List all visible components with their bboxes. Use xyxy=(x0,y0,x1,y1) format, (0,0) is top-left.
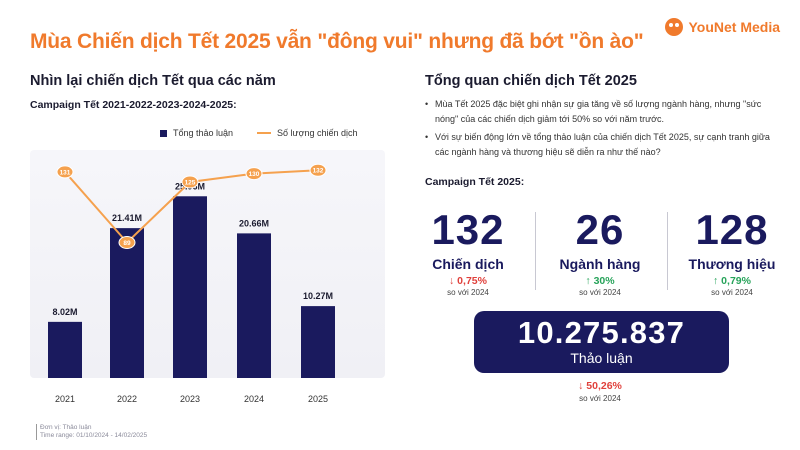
chart-legend: Tổng thảo luận Số lượng chiến dịch xyxy=(160,128,382,138)
legend-swatch-line xyxy=(257,132,272,134)
bar-data-label: 20.66M xyxy=(239,218,269,228)
metric-industries: 26 Ngành hàng ↑ 30% so với 2024 xyxy=(545,206,655,298)
legend-item-discussions: Tổng thảo luận xyxy=(160,128,233,138)
legend-label-discussions: Tổng thảo luận xyxy=(173,128,234,138)
x-tick-label: 2025 xyxy=(308,394,328,404)
bar xyxy=(110,228,144,378)
chart-footnote: Đơn vị: Thảo luận Time range: 01/10/2024… xyxy=(36,424,147,440)
younet-logo-icon xyxy=(665,18,684,36)
metric-brands: 128 Thương hiệu ↑ 0,79% so với 2024 xyxy=(677,206,787,298)
metric-compare: so với 2024 xyxy=(579,288,621,297)
total-discussions-change: ↓ 50,26% xyxy=(578,380,622,392)
line-data-label: 130 xyxy=(249,171,260,178)
metric-divider xyxy=(667,212,668,290)
legend-item-campaigns: Số lượng chiến dịch xyxy=(257,128,358,138)
metric-compare: so với 2024 xyxy=(711,288,753,297)
total-discussions-compare: so với 2024 xyxy=(579,394,621,403)
metric-divider xyxy=(535,212,536,290)
legend-label-campaigns: Số lượng chiến dịch xyxy=(277,128,358,138)
metric-value: 128 xyxy=(695,206,769,253)
x-tick-label: 2023 xyxy=(180,394,200,404)
x-tick-label: 2022 xyxy=(117,394,137,404)
metric-change: ↑ 30% xyxy=(585,275,615,287)
line-point xyxy=(118,235,136,249)
brand-logo: YouNet Media xyxy=(665,14,780,40)
legend-swatch-bar xyxy=(160,129,167,137)
metric-label: Chiến dịch xyxy=(432,256,504,272)
metric-value: 132 xyxy=(431,206,505,253)
metric-change: ↑ 0,79% xyxy=(713,275,751,287)
line-point xyxy=(245,167,263,181)
left-section-subheading: Campaign Tết 2021-2022-2023-2024-2025: xyxy=(30,99,237,111)
page-title: Mùa Chiến dịch Tết 2025 vẫn "đông vui" n… xyxy=(30,30,644,53)
footnote-unit: Đơn vị: Thảo luận xyxy=(40,424,92,431)
metric-compare: so với 2024 xyxy=(447,288,489,297)
metric-label: Thương hiệu xyxy=(688,256,776,272)
metric-campaigns: 132 Chiến dịch ↓ 0,75% so với 2024 xyxy=(413,206,523,298)
bar xyxy=(48,321,82,378)
line-data-label: 125 xyxy=(185,180,196,187)
metric-value: 26 xyxy=(575,206,625,253)
x-tick-label: 2021 xyxy=(55,394,75,404)
line-point xyxy=(181,175,199,189)
bar-data-label: 8.02M xyxy=(52,307,77,317)
left-section-heading: Nhìn lại chiến dịch Tết qua các năm xyxy=(30,73,276,89)
bullet-item: Với sự biến động lớn về tổng thảo luận c… xyxy=(425,130,785,160)
total-discussions-card: 10.275.837 Thảo luận xyxy=(474,311,729,373)
bar-data-label: 10.27M xyxy=(303,291,333,301)
x-tick-label: 2024 xyxy=(244,394,264,404)
metric-change: ↓ 0,75% xyxy=(449,275,487,287)
total-discussions-label: Thảo luận xyxy=(570,350,633,366)
line-point xyxy=(56,165,74,179)
bar xyxy=(301,306,335,378)
right-section-heading: Tổng quan chiến dịch Tết 2025 xyxy=(425,73,637,89)
line-data-label: 131 xyxy=(60,169,71,176)
brand-logo-text: YouNet Media xyxy=(688,19,780,35)
bar-data-label: 21.41M xyxy=(112,213,142,223)
bar xyxy=(237,233,271,378)
metric-label: Ngành hàng xyxy=(559,256,641,272)
footnote-time-range: Time range: 01/10/2024 - 14/02/2025 xyxy=(40,432,148,439)
line-data-label: 89 xyxy=(123,240,131,247)
overview-bullets: Mùa Tết 2025 đặc biệt ghi nhận sự gia tă… xyxy=(425,97,785,163)
line-point xyxy=(309,163,327,177)
bar xyxy=(173,196,207,378)
line-data-label: 132 xyxy=(313,168,324,175)
bullet-item: Mùa Tết 2025 đặc biệt ghi nhận sự gia tă… xyxy=(425,97,785,127)
right-section-subheading: Campaign Tết 2025: xyxy=(425,176,525,188)
total-discussions-value: 10.275.837 xyxy=(517,315,686,350)
